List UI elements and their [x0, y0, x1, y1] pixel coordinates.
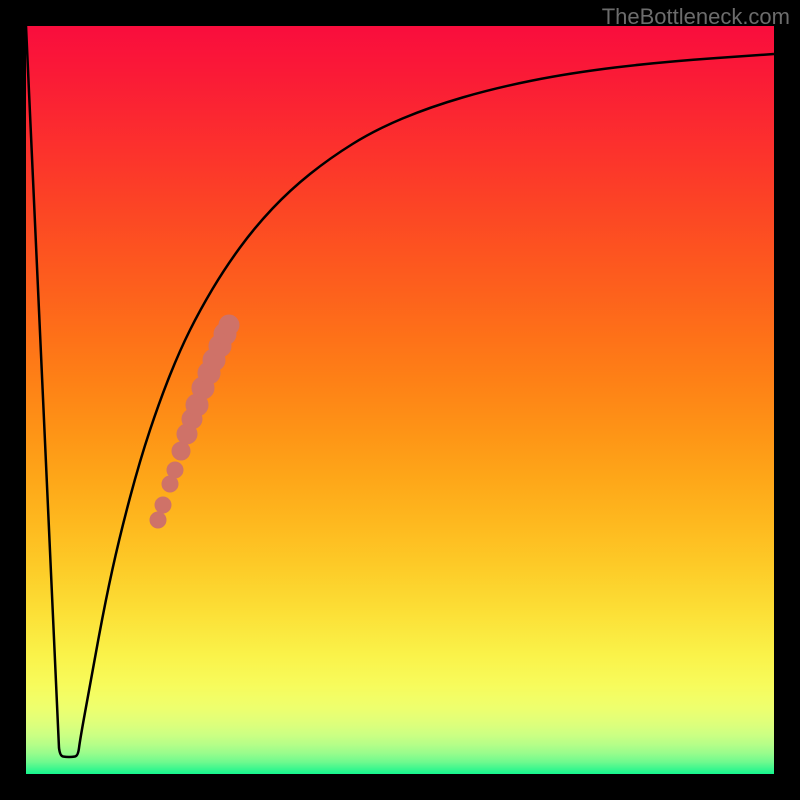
chart-background [26, 26, 774, 774]
bottleneck-curve-chart [0, 0, 800, 800]
data-marker [167, 462, 183, 478]
data-marker [172, 442, 190, 460]
chart-frame: TheBottleneck.com [0, 0, 800, 800]
watermark-text: TheBottleneck.com [602, 4, 790, 30]
data-marker [219, 315, 239, 335]
data-marker [155, 497, 171, 513]
data-marker [150, 512, 166, 528]
